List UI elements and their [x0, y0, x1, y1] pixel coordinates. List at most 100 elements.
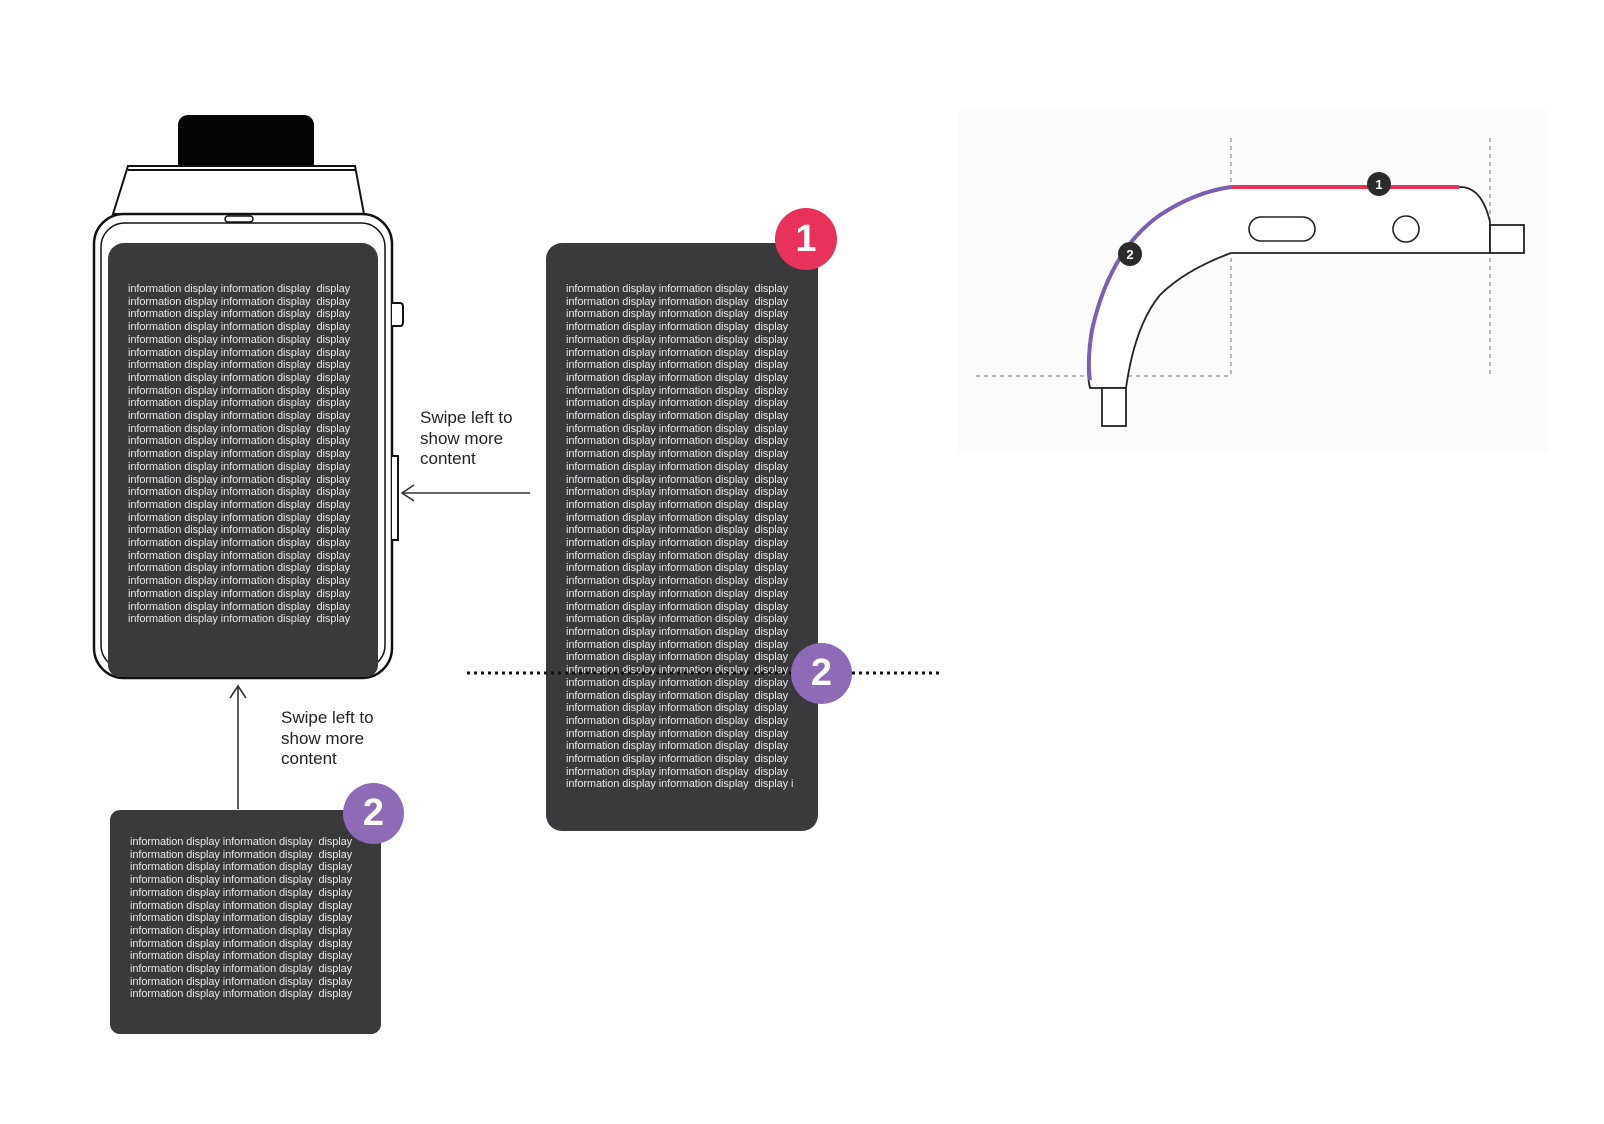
screen-text-line: information display information display … [128, 410, 351, 423]
screen-text-line: information display information display … [566, 460, 789, 473]
screen-text-line: information display information display … [566, 638, 789, 651]
badge-secondary-long-panel: 2 [791, 643, 852, 704]
overflow-panel-long-text: information display information display … [566, 283, 793, 791]
screen-text-line: information display information display … [128, 473, 351, 486]
screen-text-line: information display information display … [566, 778, 794, 791]
watch-screen-text: information display information display … [128, 283, 350, 626]
screen-text-line: information display information display … [566, 410, 789, 423]
screen-text-line: information display information display … [128, 295, 351, 308]
screen-text-line: information display information display … [566, 321, 789, 334]
screen-text-line: information display information display … [566, 714, 789, 727]
screen-text-line: information display information display … [566, 486, 789, 499]
screen-text-line: information display information display … [128, 613, 351, 626]
screen-text-line: information display information display … [128, 549, 351, 562]
device-round-button [1392, 215, 1420, 243]
screen-text-line: information display information display … [566, 651, 789, 664]
screen-text-line: information display information display … [130, 836, 353, 848]
swipe-left-arrow [400, 484, 530, 502]
profile-marker-primary-label: 1 [1375, 177, 1382, 192]
fold-divider-line [467, 671, 941, 675]
screen-text-line: information display information display … [566, 346, 789, 359]
screen-text-line: information display information display … [566, 613, 789, 626]
screen-text-line: information display information display … [128, 283, 351, 295]
screen-text-line: information display information display … [130, 963, 353, 976]
screen-text-line: information display information display … [566, 600, 789, 613]
screen-text-line: information display information display … [566, 537, 789, 550]
side-profile-diagram [958, 110, 1548, 452]
profile-marker-secondary-label: 2 [1126, 247, 1133, 262]
watch-side-button-top [392, 302, 404, 327]
screen-text-line: information display information display … [128, 397, 351, 410]
screen-text-line: information display information display … [130, 988, 353, 1001]
watch-sensor-slot [224, 215, 254, 223]
screen-text-line: information display information display … [566, 448, 789, 461]
screen-text-line: information display information display … [128, 333, 351, 346]
screen-text-line: information display information display … [128, 435, 351, 448]
screen-text-line: information display information display … [128, 346, 351, 359]
screen-text-line: information display information display … [128, 511, 351, 524]
screen-text-line: information display information display … [566, 575, 789, 588]
screen-text-line: information display information display … [566, 625, 789, 638]
screen-text-line: information display information display … [566, 473, 789, 486]
device-connector-right [1489, 224, 1525, 254]
screen-text-line: information display information display … [128, 321, 351, 334]
screen-text-line: information display information display … [130, 874, 353, 887]
device-pill-button [1248, 216, 1316, 242]
screen-text-line: information display information display … [128, 575, 351, 588]
watch-screen[interactable]: information display information display … [108, 243, 378, 677]
screen-text-line: information display information display … [566, 308, 789, 321]
screen-text-line: information display information display … [566, 384, 789, 397]
screen-text-line: information display information display … [130, 950, 353, 963]
screen-text-line: information display information display … [130, 975, 353, 988]
screen-text-line: information display information display … [566, 397, 789, 410]
screen-text-line: information display information display … [566, 359, 789, 372]
screen-text-line: information display information display … [128, 359, 351, 372]
swipe-caption-right: Swipe left to show more content [420, 408, 513, 468]
screen-text-line: information display information display … [130, 848, 353, 861]
screen-text-line: information display information display … [128, 384, 351, 397]
screen-text-line: information display information display … [566, 283, 789, 295]
overflow-panel-small-text: information display information display … [130, 836, 352, 1001]
screen-text-line: information display information display … [128, 562, 351, 575]
screen-text-line: information display information display … [128, 486, 351, 499]
screen-text-line: information display information display … [130, 886, 353, 899]
profile-marker-secondary [1118, 242, 1142, 266]
screen-text-line: information display information display … [566, 587, 789, 600]
screen-text-line: information display information display … [128, 422, 351, 435]
screen-text-line: information display information display … [128, 498, 351, 511]
screen-text-line: information display information display … [566, 333, 789, 346]
screen-text-line: information display information display … [128, 448, 351, 461]
screen-text-line: information display information display … [130, 912, 353, 925]
badge-secondary-small-panel: 2 [343, 783, 404, 844]
screen-text-line: information display information display … [128, 600, 351, 613]
swipe-caption-bottom: Swipe left to show more content [281, 708, 374, 768]
profile-marker-primary [1367, 172, 1391, 196]
screen-text-line: information display information display … [130, 924, 353, 937]
screen-text-line: information display information display … [128, 587, 351, 600]
screen-text-line: information display information display … [566, 740, 789, 753]
screen-text-line: information display information display … [566, 562, 789, 575]
screen-text-line: information display information display … [130, 861, 353, 874]
overflow-panel-small[interactable]: information display information display … [110, 810, 381, 1034]
screen-text-line: information display information display … [566, 727, 789, 740]
screen-text-line: information display information display … [128, 308, 351, 321]
screen-text-line: information display information display … [566, 702, 789, 715]
screen-text-line: information display information display … [130, 937, 353, 950]
screen-text-line: information display information display … [128, 460, 351, 473]
screen-text-line: information display information display … [128, 537, 351, 550]
screen-text-line: information display information display … [566, 371, 789, 384]
screen-text-line: information display information display … [566, 676, 789, 689]
screen-text-line: information display information display … [566, 498, 789, 511]
screen-text-line: information display information display … [130, 899, 353, 912]
screen-text-line: information display information display … [128, 524, 351, 537]
screen-text-line: information display information display … [566, 765, 789, 778]
screen-text-line: information display information display … [566, 753, 789, 766]
screen-text-line: information display information display … [566, 549, 789, 562]
screen-text-line: information display information display … [566, 689, 789, 702]
overflow-panel-long[interactable]: information display information display … [546, 243, 818, 831]
screen-text-line: information display information display … [566, 511, 789, 524]
screen-text-line: information display information display … [566, 435, 789, 448]
device-connector-bottom [1101, 387, 1127, 427]
screen-text-line: information display information display … [566, 295, 789, 308]
